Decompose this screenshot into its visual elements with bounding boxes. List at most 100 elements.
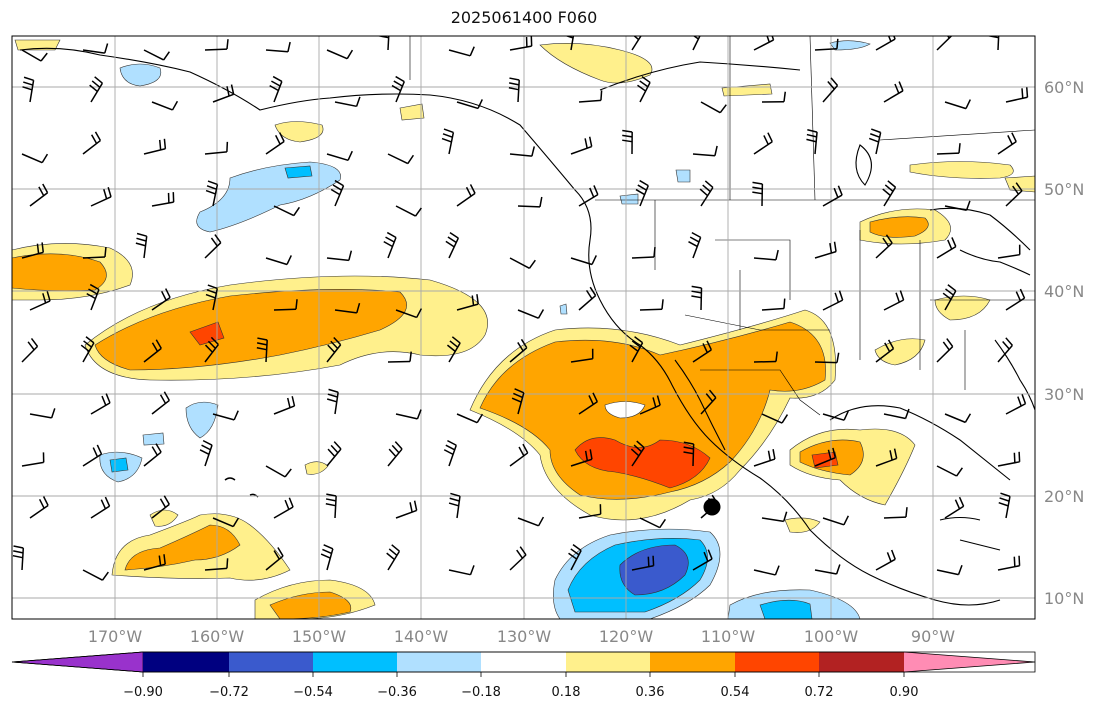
colorbar-tick-10: 0.90 xyxy=(890,685,919,700)
wind-barb xyxy=(204,336,219,363)
wind-barb xyxy=(204,39,229,51)
colorbar-segment-1 xyxy=(143,652,229,672)
wind-barb xyxy=(445,231,460,259)
wind-barb xyxy=(883,507,908,519)
wind-barb xyxy=(199,439,213,467)
wind-barb xyxy=(875,234,893,259)
wind-barb xyxy=(212,517,240,528)
wind-barb xyxy=(882,180,897,207)
wind-barb xyxy=(944,413,972,424)
wind-barb xyxy=(936,237,957,259)
wind-barb xyxy=(204,558,229,571)
colorbar-segment-8 xyxy=(735,652,819,672)
lon-label-140w: 140°W xyxy=(394,627,449,646)
wind-barb xyxy=(265,465,292,478)
wind-barb xyxy=(944,99,971,110)
wind-barb xyxy=(814,241,837,259)
wind-barb xyxy=(456,294,479,311)
wind-barb xyxy=(12,545,25,571)
wind-barb xyxy=(936,143,961,155)
colorbar-segment-3 xyxy=(313,652,397,672)
wind-barb xyxy=(822,515,850,526)
wind-barb xyxy=(517,196,543,208)
wind-barb xyxy=(456,413,484,424)
wind-barb xyxy=(21,337,39,363)
wind-barb xyxy=(448,492,461,519)
lon-label-170w: 170°W xyxy=(88,627,143,646)
wind-barb xyxy=(509,546,527,571)
wind-barb xyxy=(334,96,361,108)
wind-barb xyxy=(151,192,175,207)
lon-label-100w: 100°W xyxy=(804,627,859,646)
wind-barb xyxy=(997,451,1021,467)
wind-barb xyxy=(570,136,593,155)
storm-position-marker xyxy=(703,498,721,516)
wind-barb xyxy=(205,284,219,311)
lon-label-120w: 120°W xyxy=(599,627,654,646)
wind-barb xyxy=(21,49,48,62)
wind-barb xyxy=(570,449,593,467)
wind-barb xyxy=(1005,87,1029,103)
wind-barb xyxy=(875,549,896,571)
wind-barb xyxy=(629,336,644,363)
wind-barb xyxy=(997,132,1017,155)
wind-barb xyxy=(326,49,354,60)
wind-barb xyxy=(334,303,361,314)
wind-barb xyxy=(90,393,111,415)
wind-barb xyxy=(86,283,100,311)
wind-barb xyxy=(692,340,713,363)
wind-barb xyxy=(936,565,963,576)
wind-barb xyxy=(386,544,401,571)
lat-label-10n: 10°N xyxy=(1044,589,1084,608)
wind-barb xyxy=(456,99,483,110)
wind-barb xyxy=(814,352,840,364)
wind-barb xyxy=(151,495,170,519)
wind-barb xyxy=(143,443,162,467)
wind-barb xyxy=(82,569,109,581)
map-frame xyxy=(11,35,1036,620)
wind-barb xyxy=(265,255,292,266)
wind-barb xyxy=(29,291,51,311)
map-area xyxy=(12,36,1035,619)
wind-barb xyxy=(814,564,841,575)
wind-barb xyxy=(143,138,167,155)
wind-barb xyxy=(509,443,529,467)
wind-barb xyxy=(1005,182,1023,207)
wind-barb xyxy=(570,348,594,363)
lon-label-110w: 110°W xyxy=(701,627,756,646)
colorbar-segment-5 xyxy=(481,652,566,672)
wind-barb xyxy=(90,496,111,519)
positive-anomaly-regions xyxy=(12,39,1035,619)
wind-barb xyxy=(578,90,603,103)
colorbar-tick-4: −0.36 xyxy=(377,685,417,700)
wind-barb xyxy=(273,205,301,217)
lat-label-40n: 40°N xyxy=(1044,282,1084,301)
wind-barb xyxy=(631,555,655,571)
wind-barb xyxy=(509,36,533,51)
colorbar-under-arrow xyxy=(11,651,144,673)
wind-barb xyxy=(143,49,170,61)
wind-barb xyxy=(699,180,714,207)
colorbar-segment-2 xyxy=(229,652,313,672)
wind-barb xyxy=(761,511,788,523)
colorbar-tick-7: 0.36 xyxy=(636,685,665,700)
wind-barb xyxy=(387,153,415,165)
wind-barb xyxy=(822,290,844,311)
wind-barb xyxy=(752,181,764,207)
wind-barb xyxy=(265,41,291,53)
wind-barb xyxy=(688,231,702,259)
lat-label-30n: 30°N xyxy=(1044,385,1084,404)
wind-barb xyxy=(814,38,839,51)
colorbar-tick-6: 0.18 xyxy=(552,685,581,700)
wind-barb xyxy=(883,408,910,420)
wind-barb xyxy=(391,75,405,103)
latitude-labels: 60°N 50°N 40°N 30°N 20°N 10°N xyxy=(1044,78,1084,608)
wind-barb xyxy=(631,247,656,259)
wind-barb xyxy=(90,187,112,207)
wind-barb xyxy=(508,77,520,103)
wind-barb xyxy=(82,246,107,259)
wind-barb xyxy=(273,396,296,415)
wind-barb xyxy=(942,284,957,311)
wind-barb xyxy=(753,249,779,261)
colorbar-tick-8: 0.54 xyxy=(721,685,750,700)
